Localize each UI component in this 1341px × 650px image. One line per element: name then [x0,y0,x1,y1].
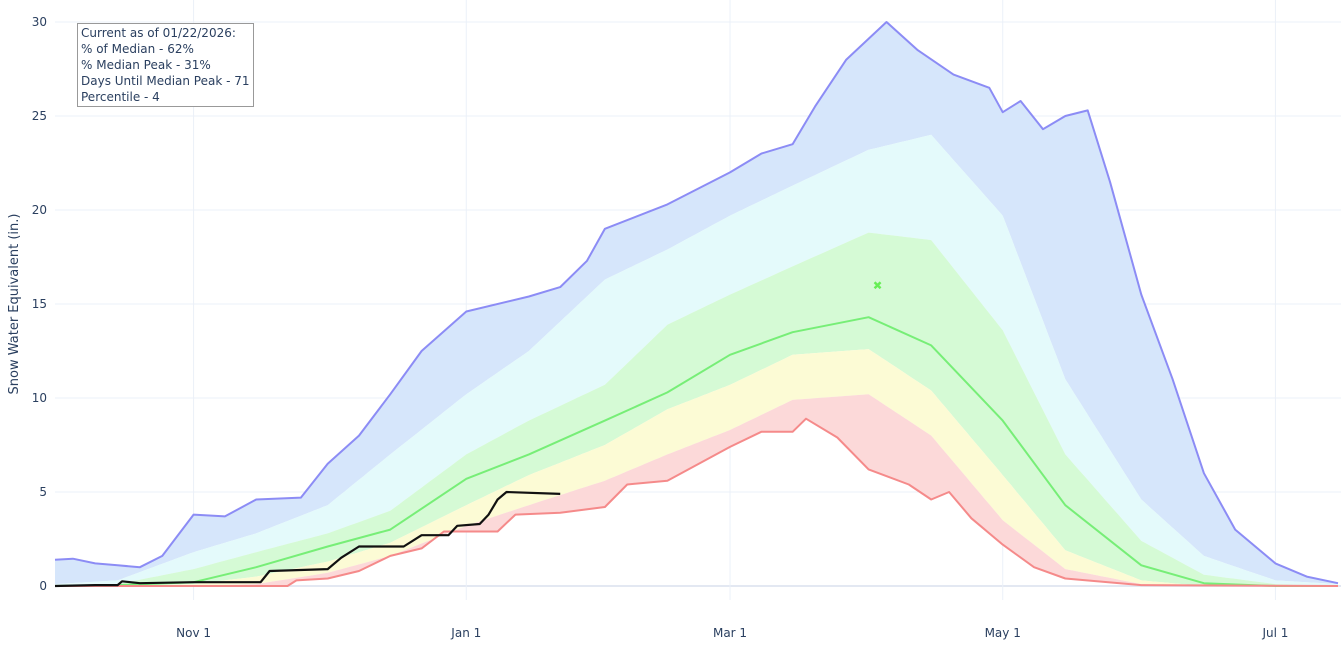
current-status-box: Current as of 01/22/2026: % of Median - … [77,23,254,107]
x-tick-label: Jul 1 [1261,626,1288,640]
y-tick-label: 5 [39,485,47,499]
y-axis-ticks: 0 5 10 15 20 25 30 [32,15,47,593]
x-tick-label: Nov 1 [176,626,211,640]
current-year-line [54,490,561,588]
x-tick-label: Jan 1 [450,626,481,640]
x-tick-label: Mar 1 [713,626,747,640]
y-tick-label: 20 [32,203,47,217]
band-max-to-90th [55,22,1338,585]
median-peak-marker [873,281,882,290]
x-axis-ticks: Nov 1 Jan 1 Mar 1 May 1 Jul 1 [176,626,1288,640]
info-percentile: Percentile - 4 [81,90,160,104]
percentile-bands [55,22,1338,587]
y-tick-label: 30 [32,15,47,29]
info-percent-median-peak: % Median Peak - 31% [81,58,211,72]
y-tick-label: 25 [32,109,47,123]
band-30th-to-10th [55,349,1338,586]
series-lines [54,21,1339,588]
info-percent-median: % of Median - 62% [81,42,194,56]
min-line [55,417,1339,587]
max-line [54,21,1339,585]
band-90th-to-70th [55,134,1338,587]
median-line [54,316,1338,587]
band-10th-to-min [55,394,1338,586]
y-tick-label: 15 [32,297,47,311]
info-as-of: Current as of 01/22/2026: [81,26,236,40]
y-tick-label: 10 [32,391,47,405]
y-tick-label: 0 [39,579,47,593]
x-tick-label: May 1 [985,626,1021,640]
info-days-until-peak: Days Until Median Peak - 71 [81,74,250,88]
y-axis-label: Snow Water Equivalent (in.) [7,214,22,395]
